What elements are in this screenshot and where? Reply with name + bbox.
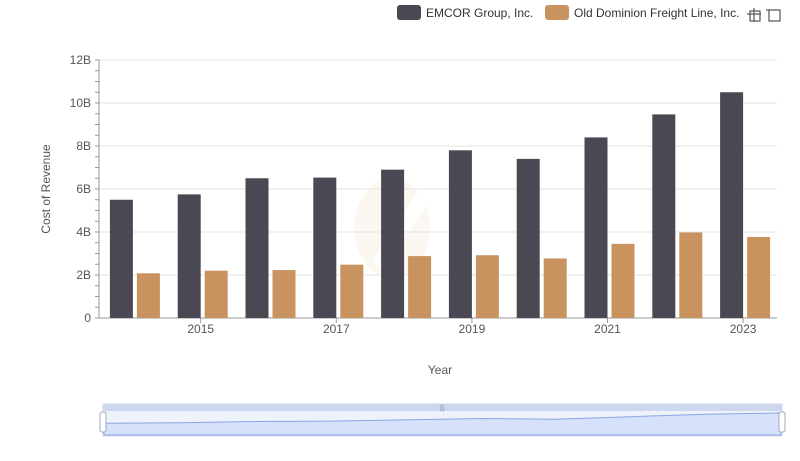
bar-emcor-2021[interactable]	[584, 137, 608, 318]
x-tick-label: 2021	[594, 322, 621, 336]
bar-old-dominion-2019[interactable]	[475, 255, 499, 318]
bar-old-dominion-2015[interactable]	[204, 270, 228, 318]
x-tick-label: 2017	[323, 322, 350, 336]
bar-emcor-2016[interactable]	[245, 178, 269, 318]
legend-item-old-dominion[interactable]: Old Dominion Freight Line, Inc.	[545, 5, 739, 20]
bar-old-dominion-2017[interactable]	[340, 264, 364, 318]
y-axis: 0 2B 4B 6B 8B 10B 12B	[70, 53, 100, 325]
x-tick-label: 2015	[187, 322, 214, 336]
y-tick-label: 0	[84, 311, 91, 325]
bar-emcor-2020[interactable]	[516, 158, 540, 318]
legend-swatch-emcor	[397, 5, 421, 20]
bar-old-dominion-2020[interactable]	[543, 258, 567, 318]
range-slider[interactable]: |||	[99, 403, 786, 437]
bars	[109, 92, 771, 319]
x-axis: 2015 2017 2019 2021 2023	[99, 317, 777, 336]
y-tick-label: 6B	[76, 182, 91, 196]
y-axis-title: Cost of Revenue	[39, 144, 53, 234]
legend: EMCOR Group, Inc. Old Dominion Freight L…	[397, 5, 739, 20]
crosshair-icon[interactable]	[747, 8, 761, 22]
bar-old-dominion-2018[interactable]	[408, 256, 432, 318]
bar-old-dominion-2023[interactable]	[747, 236, 771, 318]
bar-old-dominion-2021[interactable]	[611, 243, 635, 318]
y-tick-label: 4B	[76, 225, 91, 239]
bar-emcor-2019[interactable]	[448, 150, 472, 318]
bar-old-dominion-2014[interactable]	[136, 273, 160, 318]
bar-emcor-2014[interactable]	[109, 199, 133, 318]
x-axis-title: Year	[428, 363, 452, 377]
y-tick-label: 12B	[70, 53, 91, 67]
bar-emcor-2017[interactable]	[313, 177, 337, 318]
x-tick-label: 2019	[459, 322, 486, 336]
range-slider-left-handle[interactable]	[99, 411, 107, 433]
bar-old-dominion-2022[interactable]	[679, 232, 703, 318]
range-slider-grip: |||	[439, 405, 445, 412]
y-tick-label: 8B	[76, 139, 91, 153]
bar-emcor-2023[interactable]	[720, 92, 744, 318]
x-tick-label: 2023	[730, 322, 757, 336]
y-tick-label: 2B	[76, 268, 91, 282]
bar-emcor-2015[interactable]	[177, 194, 201, 318]
range-slider-top-bar[interactable]	[103, 404, 782, 411]
y-tick-label: 10B	[70, 96, 91, 110]
legend-label-old-dominion: Old Dominion Freight Line, Inc.	[574, 6, 739, 20]
legend-item-emcor[interactable]: EMCOR Group, Inc.	[397, 5, 533, 20]
legend-swatch-old-dominion	[545, 5, 569, 20]
bar-emcor-2018[interactable]	[381, 169, 405, 318]
bar-old-dominion-2016[interactable]	[272, 270, 296, 318]
legend-label-emcor: EMCOR Group, Inc.	[426, 6, 533, 20]
box-select-icon[interactable]	[766, 9, 781, 22]
range-slider-right-handle[interactable]	[778, 411, 786, 433]
bar-emcor-2022[interactable]	[652, 114, 676, 319]
